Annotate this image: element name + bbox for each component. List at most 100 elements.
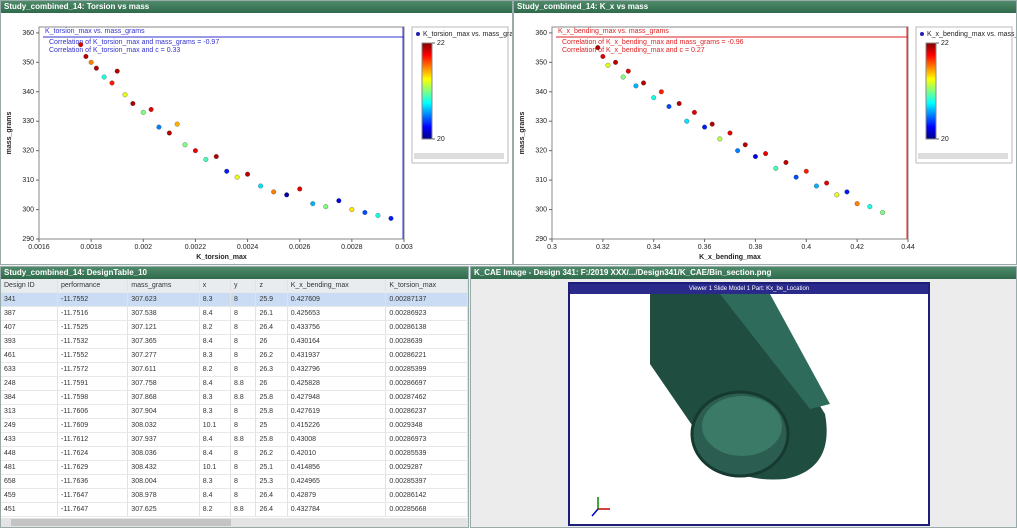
table-cell: -11.7516 [58,307,128,321]
point [728,131,733,136]
point [684,119,689,124]
table-cell: -11.7647 [58,489,128,503]
point [271,190,276,195]
table-cell: 0.427948 [287,391,386,405]
column-header: Design ID [1,279,58,293]
table-cell: 8 [231,307,256,321]
point [141,110,146,115]
table-cell: 8.4 [199,335,230,349]
table-cell: -11.7606 [58,405,128,419]
point [613,60,618,65]
table-cell: 0.425653 [287,307,386,321]
table-cell: 8.3 [199,349,230,363]
table-cell: 26 [256,335,287,349]
table-cell: 0.00287137 [386,293,468,307]
y-tick-label: 360 [22,30,34,37]
x-tick-label: 0.3 [547,244,557,251]
point [297,187,302,192]
table-cell: 307.365 [128,335,199,349]
point [78,42,83,47]
table-cell: 0.00286142 [386,489,468,503]
table-cell: 8 [231,489,256,503]
table-cell: 249 [1,419,58,433]
table-cell: 8 [231,405,256,419]
table-cell: 0.431937 [287,349,386,363]
point [131,101,136,106]
table-cell: 0.00285539 [386,447,468,461]
table-cell: 8 [231,475,256,489]
table-cell: 8.4 [199,433,230,447]
image-frame: Viewer 1 Slide Model 1 Part: Kx_be_Locat… [568,282,930,526]
table-cell: 658 [1,475,58,489]
table-cell: 25.9 [256,293,287,307]
legend-scroll [414,153,504,159]
point [702,125,707,130]
point [692,110,697,115]
table-cell: 307.937 [128,433,199,447]
y-tick-label: 300 [22,207,34,214]
table-cell: 307.904 [128,405,199,419]
table-cell: 8.2 [199,363,230,377]
viewer-toolbar: Viewer 1 Slide Model 1 Part: Kx_be_Locat… [570,284,928,294]
table-cell: 0.00286237 [386,405,468,419]
point [743,142,748,147]
table-cell: 8.8 [231,433,256,447]
table-cell: 633 [1,363,58,377]
table-cell: 25.8 [256,391,287,405]
column-header: y [231,279,256,293]
point [157,125,162,130]
point [110,81,115,86]
y-tick-label: 330 [22,118,34,125]
table-cell: 26.2 [256,447,287,461]
column-header: mass_grams [128,279,199,293]
point [167,131,172,136]
table-cell: 25.3 [256,475,287,489]
table-cell: 0.414856 [287,461,386,475]
y-tick-label: 290 [535,236,547,243]
table-cell: -11.7552 [58,293,128,307]
point [868,204,873,209]
table-cell: 8 [231,363,256,377]
y-tick-label: 320 [22,148,34,155]
x-tick-label: 0.0018 [80,244,102,251]
scrollbar[interactable] [1,518,468,527]
point [677,101,682,106]
table-cell: 8.3 [199,405,230,419]
table-cell: -11.7572 [58,363,128,377]
legend-entry: K_x_bending_max vs. mass_grams [927,31,1016,38]
panel-header: K_CAE Image - Design 341: F:/2019 XXX/..… [471,267,1016,279]
point [363,210,368,215]
plot-area [39,27,404,239]
scroll-thumb[interactable] [11,519,231,526]
table-cell: 0.00286138 [386,321,468,335]
table-cell: 0.425828 [287,377,386,391]
table-cell: 0.42879 [287,489,386,503]
y-tick-label: 290 [22,236,34,243]
point [245,172,250,177]
table-cell: 0.42010 [287,447,386,461]
table-cell: -11.7598 [58,391,128,405]
point [89,60,94,65]
table-cell: 307.625 [128,503,199,517]
table-cell: 8 [231,335,256,349]
table-cell: 0.0029348 [386,419,468,433]
table-cell: 0.430164 [287,335,386,349]
table-cell: -11.7629 [58,461,128,475]
